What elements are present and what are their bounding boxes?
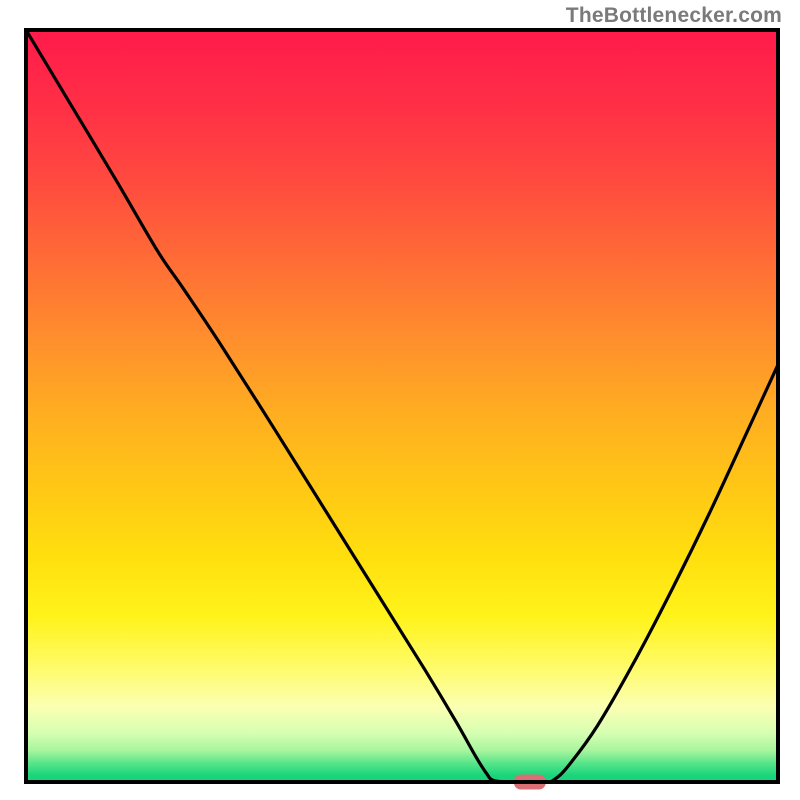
- watermark-text: TheBottlenecker.com: [566, 4, 782, 28]
- gradient-background: [26, 30, 778, 782]
- bottleneck-chart: [0, 0, 800, 800]
- chart-container: { "watermark": { "text": "TheBottlenecke…: [0, 0, 800, 800]
